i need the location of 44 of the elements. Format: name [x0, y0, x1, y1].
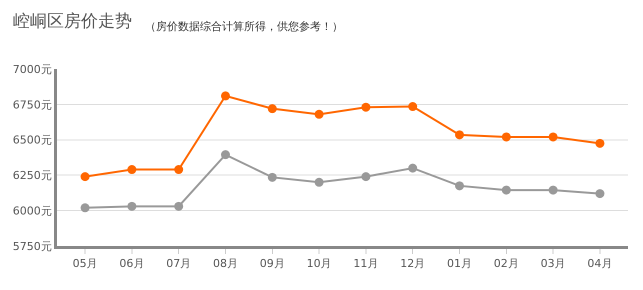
chart-title: 崆峒区房价走势 — [12, 11, 132, 32]
point — [455, 130, 464, 140]
point — [268, 104, 277, 114]
x-tick-label: 08月 — [212, 257, 238, 270]
x-tick-label: 10月 — [306, 257, 332, 270]
x-tick-label: 11月 — [353, 257, 378, 270]
x-tick-label: 07月 — [166, 257, 192, 270]
x-tick-label: 09月 — [260, 257, 285, 270]
point — [80, 203, 90, 212]
point — [314, 110, 324, 119]
y-tick-label: 7000元 — [12, 62, 52, 76]
point — [268, 172, 277, 182]
point — [595, 138, 604, 148]
y-tick-label: 6250元 — [12, 169, 52, 182]
point — [502, 186, 511, 195]
x-tick-label: 02月 — [494, 257, 519, 270]
x-tick-label: 12月 — [400, 257, 426, 270]
y-tick-label: 6500元 — [12, 134, 52, 147]
point — [314, 178, 324, 187]
point — [455, 181, 464, 190]
x-tick-label: 05月 — [72, 257, 98, 270]
chart-subtitle: （房价数据综合计算所得，供您参考！） — [145, 20, 343, 33]
x-tick-label: 03月 — [540, 257, 566, 270]
y-tick-label: 6000元 — [12, 204, 52, 218]
point — [548, 186, 558, 195]
point — [127, 202, 136, 211]
point — [80, 172, 90, 182]
x-tick-label: 04月 — [587, 257, 612, 270]
point — [174, 165, 184, 174]
point — [502, 132, 511, 142]
x-tick-label: 01月 — [447, 257, 472, 270]
point — [174, 202, 184, 211]
point — [408, 102, 418, 112]
point — [548, 132, 558, 142]
point — [127, 165, 136, 174]
point — [361, 102, 370, 112]
point — [220, 150, 230, 160]
point — [361, 172, 370, 182]
x-tick-label: 06月 — [119, 257, 144, 270]
point — [220, 91, 230, 100]
point — [408, 164, 418, 173]
y-tick-label: 5750元 — [12, 240, 52, 253]
y-tick-label: 6750元 — [12, 98, 52, 112]
point — [595, 189, 604, 198]
